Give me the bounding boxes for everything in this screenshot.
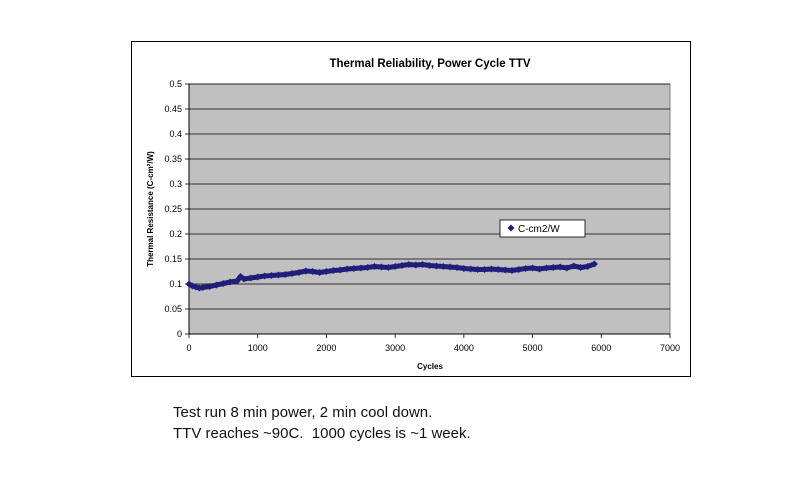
data-point <box>474 266 482 273</box>
y-tick-label: 0.1 <box>169 279 182 289</box>
data-point <box>432 262 440 270</box>
legend-label: C-cm2/W <box>518 224 560 235</box>
x-tick-label: 0 <box>186 343 191 353</box>
data-point <box>549 264 557 271</box>
data-series-c-cm2-w <box>185 260 598 292</box>
data-point <box>522 265 530 272</box>
legend: C-cm2/W <box>499 219 586 238</box>
data-point <box>467 265 475 273</box>
data-point <box>350 265 358 272</box>
data-point <box>384 264 392 271</box>
data-point <box>494 266 502 273</box>
x-tick-label: 6000 <box>591 343 611 353</box>
x-tick-label: 4000 <box>454 343 474 353</box>
data-point <box>219 280 227 287</box>
y-tick-label: 0.15 <box>164 254 182 264</box>
data-point <box>274 271 282 279</box>
caption-line-2: TTV reaches ~90C. 1000 cycles is ~1 week… <box>173 425 471 442</box>
data-point <box>316 269 324 276</box>
data-point <box>542 264 550 272</box>
data-point <box>590 260 598 268</box>
legend-marker-diamond-icon <box>507 224 515 232</box>
data-point <box>371 263 379 270</box>
data-point <box>254 273 262 281</box>
data-point <box>501 266 509 274</box>
data-point <box>577 264 585 271</box>
data-point <box>398 262 406 269</box>
data-point <box>391 263 399 270</box>
y-tick-label: 0.5 <box>169 79 182 89</box>
data-point <box>281 271 289 278</box>
data-point <box>412 261 420 269</box>
data-point <box>480 266 488 273</box>
y-tick-label: 0.4 <box>169 129 182 139</box>
data-point <box>226 278 234 286</box>
data-point <box>267 272 275 279</box>
data-point <box>460 265 468 272</box>
slide-caption: Test run 8 min power, 2 min cool down. T… <box>173 402 471 444</box>
data-point <box>405 261 413 268</box>
y-tick-label: 0 <box>177 329 182 339</box>
data-point <box>529 264 537 272</box>
y-tick-label: 0.3 <box>169 179 182 189</box>
y-tick-label: 0.05 <box>164 304 182 314</box>
x-tick-label: 7000 <box>660 343 680 353</box>
data-point <box>343 265 351 273</box>
axes: 0 0.05 0.1 0.15 0.2 0.25 0.3 0.35 0.4 0.45 0.5 0 100… <box>164 79 680 353</box>
caption-line-1: Test run 8 min power, 2 min cool down. <box>173 404 433 421</box>
data-point <box>199 284 207 291</box>
data-point <box>570 262 578 270</box>
data-point <box>240 275 248 283</box>
cropped-slide-title-fragment <box>200 0 630 6</box>
gridlines <box>189 83 670 310</box>
data-point <box>295 269 303 276</box>
y-tick-label: 0.2 <box>169 229 182 239</box>
x-tick-label: 2000 <box>316 343 336 353</box>
data-point <box>439 263 447 270</box>
data-point <box>556 263 564 271</box>
data-point <box>377 263 385 271</box>
data-point <box>563 264 571 272</box>
y-tick-label: 0.35 <box>164 154 182 164</box>
data-point <box>419 261 427 268</box>
data-point <box>206 283 214 290</box>
y-axis-label: Thermal Resistance (C-cm²/W) <box>146 151 155 267</box>
x-tick-label: 1000 <box>248 343 268 353</box>
data-point <box>364 264 372 271</box>
data-point <box>535 265 543 273</box>
data-point <box>212 281 220 289</box>
thermal-reliability-chart: Thermal Reliability, Power Cycle TTV 0 0.… <box>146 58 680 371</box>
data-point <box>247 274 255 282</box>
y-tick-label: 0.25 <box>164 204 182 214</box>
y-tick-label: 0.45 <box>164 104 182 114</box>
data-point <box>453 264 461 271</box>
data-point <box>233 277 241 285</box>
cropped-slide-text-fragment <box>172 452 372 472</box>
legend-box <box>499 219 586 238</box>
data-point <box>288 270 296 277</box>
data-point <box>426 262 433 269</box>
chart-title: Thermal Reliability, Power Cycle TTV <box>329 58 530 70</box>
data-point <box>508 267 516 274</box>
data-point <box>329 267 337 274</box>
data-point <box>446 263 454 271</box>
x-tick-label: 5000 <box>523 343 543 353</box>
data-point <box>357 264 365 272</box>
data-point <box>584 263 592 270</box>
data-point <box>322 268 330 275</box>
x-tick-label: 3000 <box>385 343 405 353</box>
x-axis-label: Cycles <box>417 362 443 371</box>
data-point <box>336 266 344 274</box>
data-point <box>309 268 317 275</box>
data-point <box>302 267 310 275</box>
chart-frame: Thermal Reliability, Power Cycle TTV 0 0.… <box>131 41 691 377</box>
data-point <box>261 272 269 280</box>
data-point <box>487 265 495 273</box>
data-point <box>515 266 523 273</box>
